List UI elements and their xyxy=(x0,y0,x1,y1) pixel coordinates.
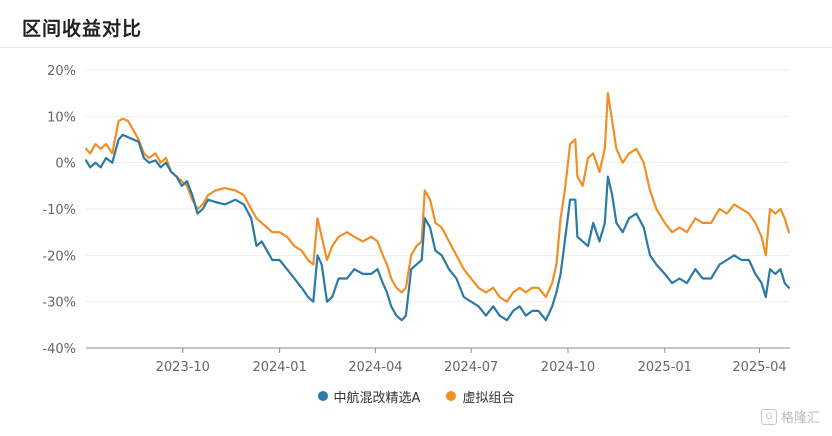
x-tick-label: 2024-10 xyxy=(541,360,595,375)
x-tick-label: 2024-01 xyxy=(252,360,306,375)
x-tick-label: 2025-01 xyxy=(638,360,692,375)
x-tick-label: 2024-04 xyxy=(348,360,402,375)
series-line-portfolio xyxy=(84,92,790,303)
chart-header: 区间收益对比 xyxy=(0,0,832,48)
legend-item-fund[interactable]: 中航混改精选A xyxy=(317,384,421,408)
watermark: G 格隆汇 xyxy=(760,407,820,426)
y-tick-label: -10% xyxy=(42,203,76,218)
legend-item-portfolio[interactable]: 虚拟组合 xyxy=(446,384,514,408)
legend-label-fund: 中航混改精选A xyxy=(333,390,421,406)
y-tick-label: 0% xyxy=(55,157,76,172)
legend-label-portfolio: 虚拟组合 xyxy=(462,390,515,406)
legend-marker-portfolio xyxy=(446,391,457,401)
watermark-logo-icon: G xyxy=(760,408,777,425)
x-tick-label: 2025-04 xyxy=(732,360,786,375)
y-tick-label: 10% xyxy=(47,110,76,125)
series-line-fund xyxy=(84,133,790,322)
watermark-text: 格隆汇 xyxy=(780,411,820,426)
chart-legend: 中航混改精选A 虚拟组合 xyxy=(0,384,832,408)
x-tick-label: 2023-10 xyxy=(156,360,210,375)
y-tick-label: 20% xyxy=(47,64,76,79)
return-comparison-chart: 20% 10% 0% -10% -20% -30% -40% 2023-10 2024-01 20… xyxy=(42,64,790,375)
page-title: 区间收益对比 xyxy=(22,18,143,40)
y-tick-label: -30% xyxy=(42,296,76,311)
legend-marker-fund xyxy=(317,391,328,401)
y-tick-label: -20% xyxy=(42,249,76,264)
header-divider xyxy=(0,47,832,48)
y-tick-label: -40% xyxy=(42,342,76,357)
x-tick-label: 2024-07 xyxy=(444,360,498,375)
